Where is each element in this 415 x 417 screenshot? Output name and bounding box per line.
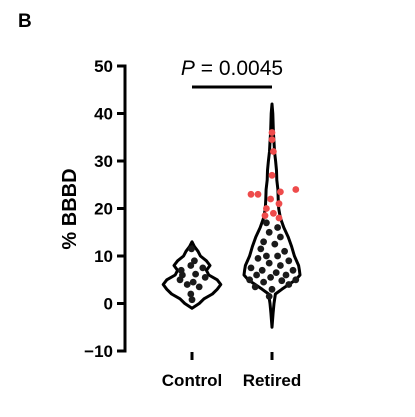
data-point xyxy=(257,245,265,253)
data-point xyxy=(265,293,273,300)
data-point xyxy=(277,233,284,241)
data-point xyxy=(272,269,280,276)
data-point xyxy=(277,262,284,269)
data-point xyxy=(260,278,267,286)
data-point xyxy=(187,290,195,298)
data-point xyxy=(292,276,300,284)
x-category-label: Control xyxy=(162,371,222,390)
data-point xyxy=(281,247,288,255)
y-tick-label: 50 xyxy=(94,57,113,76)
data-point xyxy=(254,255,262,262)
data-point-highlight xyxy=(268,129,276,136)
data-point xyxy=(258,266,266,274)
data-point-highlight xyxy=(267,195,274,203)
violin-control xyxy=(161,240,223,310)
p-value-symbol: P xyxy=(181,57,195,80)
data-point-highlight xyxy=(254,190,262,198)
violins xyxy=(161,102,302,329)
data-point-highlight xyxy=(292,186,300,193)
data-point xyxy=(285,257,293,265)
data-point xyxy=(201,274,209,281)
data-point xyxy=(271,240,279,248)
data-point xyxy=(246,276,254,284)
significance-annotation: P = 0.0045 xyxy=(181,57,283,89)
y-tick-label: 10 xyxy=(94,247,113,266)
data-point xyxy=(251,283,259,291)
data-point xyxy=(285,281,293,288)
data-point-highlight xyxy=(268,136,276,144)
data-point xyxy=(247,264,255,272)
data-point-highlight xyxy=(268,171,276,179)
data-point-highlight xyxy=(277,188,284,196)
data-point xyxy=(268,285,276,293)
data-point-highlight xyxy=(261,212,269,220)
data-point xyxy=(260,238,267,246)
panel-label: B xyxy=(18,11,32,32)
data-point-highlight xyxy=(275,200,283,208)
data-point xyxy=(278,277,286,285)
data-point xyxy=(274,252,281,260)
data-point xyxy=(195,283,203,291)
data-point xyxy=(191,257,198,265)
data-point xyxy=(183,281,191,288)
data-point xyxy=(189,278,197,286)
p-value-label: P = 0.0045 xyxy=(181,57,283,80)
data-point xyxy=(199,264,207,272)
x-categories: Control Retired xyxy=(162,352,302,390)
y-tick-label: −10 xyxy=(84,342,113,361)
y-tick-label: 30 xyxy=(94,152,113,171)
y-tick-label: 40 xyxy=(94,105,113,124)
data-point-highlight xyxy=(270,209,277,217)
data-point xyxy=(263,252,270,260)
data-point-highlight xyxy=(247,190,255,198)
data-point xyxy=(282,271,290,279)
x-category-label: Retired xyxy=(243,371,302,390)
data-point xyxy=(265,228,273,236)
data-point-highlight xyxy=(270,148,277,155)
y-tick-label: 0 xyxy=(104,295,113,314)
data-point xyxy=(267,274,274,281)
data-point xyxy=(177,266,185,274)
y-tick-label: 20 xyxy=(94,200,113,219)
y-axis: −10 0 10 20 30 40 50 xyxy=(84,57,127,361)
data-point xyxy=(265,259,273,267)
data-point xyxy=(187,262,195,269)
data-points xyxy=(176,129,300,304)
data-point xyxy=(274,224,281,231)
data-point xyxy=(263,219,270,227)
data-point-highlight xyxy=(275,214,283,222)
data-point xyxy=(253,271,260,279)
data-point xyxy=(192,270,200,278)
p-value-text: = 0.0045 xyxy=(195,57,283,80)
data-point xyxy=(289,266,297,274)
y-axis-title: % BBBD xyxy=(59,168,81,249)
violin-retired xyxy=(242,102,302,329)
data-point xyxy=(188,296,196,304)
data-point-highlight xyxy=(263,205,270,212)
data-point xyxy=(188,245,195,253)
